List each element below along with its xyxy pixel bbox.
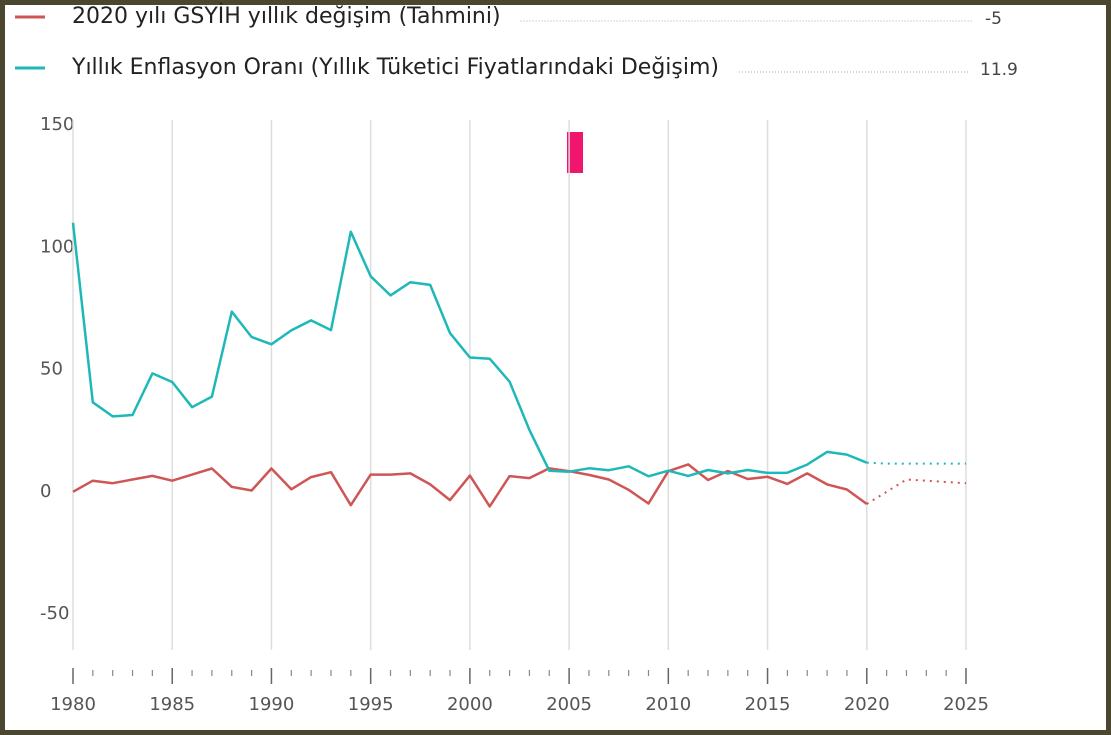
- legend-label: Yıllık Enflasyon Oranı (Yıllık Tüketici …: [71, 55, 719, 80]
- y-tick-label: 0: [40, 481, 51, 502]
- x-tick-label: 2015: [745, 694, 791, 715]
- x-tick-label: 2010: [645, 694, 691, 715]
- x-tick-label: 1980: [50, 694, 96, 715]
- x-tick-label: 1995: [348, 694, 394, 715]
- y-tick-label: 150: [40, 114, 74, 135]
- x-tick-label: 2025: [943, 694, 989, 715]
- legend-label: 2020 yılı GSYİH yıllık değişim (Tahmini): [72, 3, 501, 29]
- y-tick-label: -50: [40, 603, 69, 624]
- y-tick-label: 100: [40, 236, 74, 257]
- legend-value: -5: [985, 9, 1002, 29]
- y-tick-label: 50: [40, 359, 63, 380]
- x-tick-label: 2005: [546, 694, 592, 715]
- x-tick-label: 1985: [149, 694, 195, 715]
- series-line: [71, 222, 868, 478]
- x-tick-label: 1990: [249, 694, 295, 715]
- marker: [567, 132, 583, 173]
- x-tick-label: 2000: [447, 694, 493, 715]
- series-projection: [866, 478, 967, 505]
- x-tick-label: 2020: [844, 694, 890, 715]
- legend-value: 11.9: [980, 60, 1018, 80]
- series-line: [72, 463, 868, 508]
- series-projection: [866, 461, 966, 465]
